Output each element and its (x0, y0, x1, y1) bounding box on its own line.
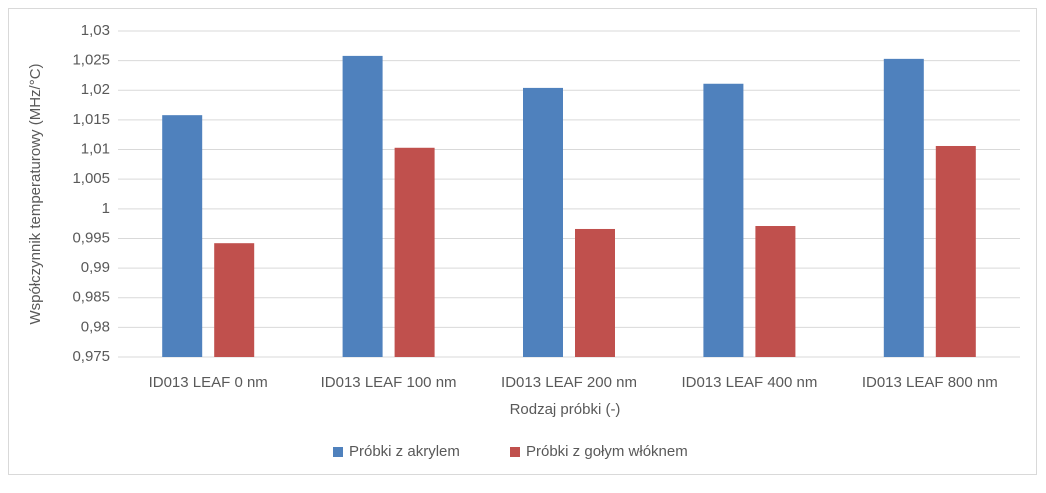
x-tick-label: ID013 LEAF 0 nm (149, 374, 268, 391)
bar (935, 145, 976, 357)
x-tick-label: ID013 LEAF 800 nm (862, 374, 998, 391)
y-axis-label: Współczynnik temperaturowy (MHz/°C) (27, 63, 44, 324)
legend-label: Próbki z gołym włóknem (526, 443, 688, 460)
y-tick-label: 1,015 (72, 111, 110, 128)
legend-swatch (333, 447, 343, 457)
x-axis-label: Rodzaj próbki (-) (510, 401, 621, 418)
bar (394, 147, 435, 357)
y-tick-label: 0,975 (72, 348, 110, 365)
y-tick-label: 0,98 (81, 318, 110, 335)
bar (214, 243, 255, 357)
y-tick-label: 1,03 (81, 22, 110, 39)
bar (755, 226, 796, 357)
y-tick-label: 1,005 (72, 170, 110, 187)
y-tick-label: 1 (102, 200, 110, 217)
y-tick-label: 0,99 (81, 259, 110, 276)
y-tick-label: 0,985 (72, 289, 110, 306)
y-tick-label: 1,01 (81, 141, 110, 158)
x-tick-label: ID013 LEAF 200 nm (501, 374, 637, 391)
bar (883, 58, 924, 357)
y-tick-label: 1,02 (81, 81, 110, 98)
bar (703, 83, 744, 358)
bar (575, 228, 615, 357)
legend-label: Próbki z akrylem (349, 443, 460, 460)
x-tick-label: ID013 LEAF 100 nm (321, 374, 457, 391)
legend-swatch (510, 447, 520, 457)
bar (342, 55, 383, 358)
x-tick-label: ID013 LEAF 400 nm (681, 374, 817, 391)
y-tick-label: 1,025 (72, 52, 110, 69)
bar (162, 115, 203, 358)
bar (523, 87, 563, 357)
y-tick-label: 0,995 (72, 229, 110, 246)
